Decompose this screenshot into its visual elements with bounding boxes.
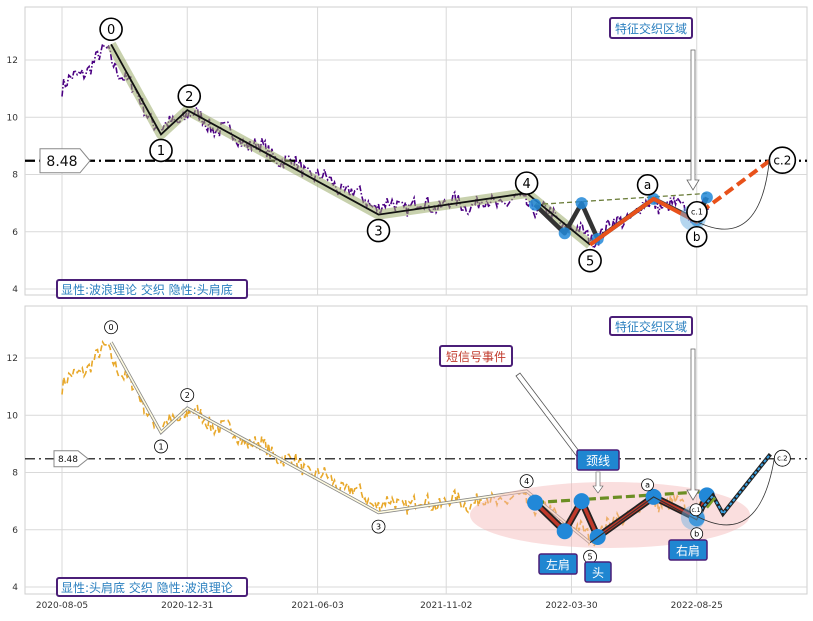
wave-label-4-circle: [519, 474, 534, 489]
wave-label-2: 2: [185, 90, 193, 105]
y-tick-label: 4: [12, 583, 18, 593]
shoulder-text-head: 头: [592, 566, 604, 580]
neckline-box: [576, 449, 620, 471]
shoulder-box-right: [668, 539, 708, 561]
callout-text: 特征交织区域: [615, 319, 687, 334]
wave-label-4-circle: [514, 171, 539, 195]
short-signal-box: [439, 345, 513, 367]
price-series: [61, 41, 710, 251]
wave-label-5: 5: [588, 553, 593, 562]
short-signal-text: 短信号事件: [446, 350, 506, 364]
hs-point: [527, 494, 544, 511]
wave-label-2-circle: [177, 84, 202, 108]
y-tick-label: 4: [12, 285, 18, 295]
wave-label-4: 4: [524, 477, 529, 486]
plot-area: [24, 6, 808, 296]
reference-value: 8.48: [58, 455, 78, 465]
abc-label-b: b: [693, 230, 701, 244]
x-tick-label: 2022-03-30: [545, 601, 598, 611]
wave-label-2: 2: [185, 391, 190, 400]
wave-label-3: 3: [376, 522, 381, 531]
callout-box: [609, 316, 693, 336]
y-tick-label: 8: [12, 171, 18, 181]
y-tick-label: 8: [12, 469, 18, 479]
plot-content: 8.48 0 1 2 3 4 5 a b c.1 c.2: [25, 17, 807, 273]
overlay-text: 显性:头肩底 交织 隐性:波浪理论: [61, 580, 233, 595]
neckline: [534, 489, 707, 505]
wave-label-0: 0: [109, 323, 114, 332]
shoulder-text-left: 左肩: [546, 557, 570, 572]
abc-label-b: b: [694, 530, 699, 539]
neckline-arrow: [592, 471, 604, 494]
x-tick-label: 2020-08-05: [36, 601, 88, 611]
price-series: [61, 339, 710, 549]
hs-point: [529, 198, 542, 211]
abc-label-b-circle: [685, 225, 708, 248]
callout-arrow: [686, 49, 700, 191]
y-tick-label: 12: [7, 56, 18, 66]
y-tick-label: 12: [7, 354, 18, 364]
x-tick-label: 2021-06-03: [291, 601, 343, 611]
neckline-text: 颈线: [586, 454, 610, 468]
wave-label-1-circle: [154, 439, 168, 454]
shoulder-text-right: 右肩: [676, 543, 700, 558]
x-tick-label: 2022-08-25: [671, 601, 723, 611]
wave-label-5: 5: [586, 254, 594, 269]
wave-label-1: 1: [158, 442, 163, 451]
callout-arrow: [686, 348, 700, 501]
plot-content: 8.48 0 1 2 3 4 5 a b c.1 c.2: [25, 320, 807, 564]
abc-label-c-1: c.1: [691, 507, 700, 514]
abc-label-a-circle: [641, 478, 654, 492]
wave-label-2-circle: [180, 388, 195, 403]
wave-label-0: 0: [107, 23, 115, 38]
shoulder-box-head: [584, 561, 612, 583]
overlay-box: [56, 577, 248, 597]
hs-point: [700, 191, 713, 204]
abc-label-c-1: c.1: [691, 208, 703, 217]
abc-label-a: a: [644, 178, 651, 192]
wave-label-3-circle: [371, 519, 386, 534]
reference-tag: [53, 450, 89, 468]
hs-point: [558, 227, 571, 240]
hs-point: [573, 493, 590, 510]
y-tick-label: 10: [7, 411, 19, 421]
x-tick-label: 2021-11-02: [420, 601, 472, 611]
proj-neck: [705, 496, 716, 509]
wave-label-1-circle: [149, 138, 173, 163]
hs-point: [575, 197, 588, 210]
reference-tag: [39, 148, 91, 174]
abc-label-c-2: c.2: [777, 455, 788, 463]
wave-label-5-circle: [578, 248, 602, 273]
y-tick-label: 6: [12, 526, 18, 536]
overlay-text: 显性:波浪理论 交织 隐性:头肩底: [61, 282, 233, 297]
abc-label-c-2: c.2: [773, 154, 791, 168]
y-tick-label: 10: [7, 113, 19, 123]
callout-text: 特征交织区域: [615, 21, 687, 36]
reference-value: 8.48: [46, 154, 77, 170]
wave-label-1: 1: [157, 144, 165, 159]
abc-label-a: a: [645, 481, 650, 490]
overlay-box: [56, 279, 248, 299]
wave-label-4: 4: [522, 177, 530, 192]
c-connector: [695, 458, 775, 526]
c-connector: [696, 160, 770, 230]
wave-label-0-circle: [104, 320, 118, 335]
callout-box: [609, 17, 693, 39]
y-tick-label: 6: [12, 228, 18, 238]
x-tick-label: 2020-12-31: [161, 601, 213, 611]
abc-label-a-circle: [636, 174, 659, 196]
wave-label-3-circle: [366, 218, 391, 243]
neckline: [535, 192, 707, 206]
hs-point: [556, 523, 573, 540]
wave-label-0-circle: [99, 17, 123, 42]
proj-line: [700, 453, 772, 516]
shoulder-box-left: [538, 553, 578, 575]
wave-label-3: 3: [374, 224, 382, 239]
